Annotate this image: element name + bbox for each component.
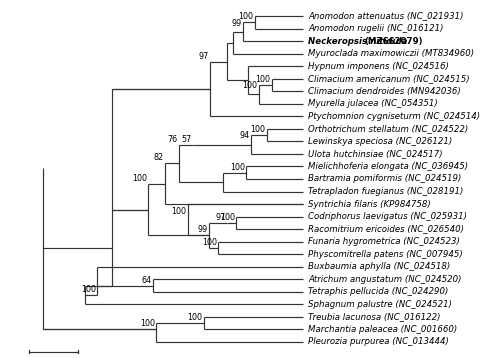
Text: 99: 99 (197, 226, 207, 234)
Text: 100: 100 (80, 285, 96, 294)
Text: 57: 57 (182, 135, 192, 144)
Text: Neckeropsis nitidula: Neckeropsis nitidula (308, 37, 410, 46)
Text: Codriphorus laevigatus (NC_025931): Codriphorus laevigatus (NC_025931) (308, 212, 467, 221)
Text: 100: 100 (238, 13, 254, 21)
Text: Anomodon rugelii (NC_016121): Anomodon rugelii (NC_016121) (308, 24, 444, 33)
Text: Sphagnum palustre (NC_024521): Sphagnum palustre (NC_024521) (308, 300, 452, 309)
Text: 99: 99 (231, 19, 241, 28)
Text: Ptychomnion cygniseturm (NC_024514): Ptychomnion cygniseturm (NC_024514) (308, 112, 480, 121)
Text: Funaria hygrometrica (NC_024523): Funaria hygrometrica (NC_024523) (308, 237, 460, 246)
Text: Climacium americanum (NC_024515): Climacium americanum (NC_024515) (308, 74, 470, 83)
Text: Ulota hutchinsiae (NC_024517): Ulota hutchinsiae (NC_024517) (308, 149, 443, 159)
Text: Orthotrichum stellatum (NC_024522): Orthotrichum stellatum (NC_024522) (308, 124, 468, 134)
Text: Hypnum imponens (NC_024516): Hypnum imponens (NC_024516) (308, 62, 449, 71)
Text: 76: 76 (167, 135, 177, 144)
Text: (MZ662079): (MZ662079) (364, 37, 422, 46)
Text: 100: 100 (140, 319, 155, 328)
Text: Racomitrium ericoides (NC_026540): Racomitrium ericoides (NC_026540) (308, 224, 464, 234)
Text: 100: 100 (202, 238, 217, 247)
Text: Anomodon attenuatus (NC_021931): Anomodon attenuatus (NC_021931) (308, 11, 464, 21)
Text: Myuroclada maximowiczii (MT834960): Myuroclada maximowiczii (MT834960) (308, 49, 474, 58)
Text: 94: 94 (240, 131, 250, 140)
Text: Climacium dendroides (MN942036): Climacium dendroides (MN942036) (308, 87, 461, 96)
Text: 100: 100 (220, 213, 235, 222)
Text: 100: 100 (188, 313, 202, 322)
Text: 100: 100 (132, 174, 146, 183)
Text: Tetrapladon fuegianus (NC_028191): Tetrapladon fuegianus (NC_028191) (308, 187, 464, 196)
Text: 100: 100 (242, 81, 258, 90)
Text: 97: 97 (198, 52, 209, 61)
Text: 97: 97 (215, 213, 226, 222)
Text: Mielichhoferia elongata (NC_036945): Mielichhoferia elongata (NC_036945) (308, 162, 468, 171)
Text: 82: 82 (154, 153, 164, 162)
Text: 100: 100 (172, 207, 186, 216)
Text: Treubia lacunosa (NC_016122): Treubia lacunosa (NC_016122) (308, 312, 440, 321)
Text: 100: 100 (256, 75, 270, 84)
Text: Buxbaumia aphylla (NC_024518): Buxbaumia aphylla (NC_024518) (308, 262, 450, 271)
Text: Myurella julacea (NC_054351): Myurella julacea (NC_054351) (308, 99, 438, 108)
Text: 100: 100 (230, 163, 244, 172)
Text: 64: 64 (142, 276, 152, 285)
Text: Pleurozia purpurea (NC_013444): Pleurozia purpurea (NC_013444) (308, 337, 449, 347)
Text: Marchantia paleacea (NC_001660): Marchantia paleacea (NC_001660) (308, 325, 458, 334)
Text: Bartramia pomiformis (NC_024519): Bartramia pomiformis (NC_024519) (308, 174, 462, 184)
Text: Physcomitrella patens (NC_007945): Physcomitrella patens (NC_007945) (308, 250, 463, 259)
Text: Lewinskya speciosa (NC_026121): Lewinskya speciosa (NC_026121) (308, 137, 452, 146)
Text: Atrichum angustatum (NC_024520): Atrichum angustatum (NC_024520) (308, 275, 462, 284)
Text: Syntrichia filaris (KP984758): Syntrichia filaris (KP984758) (308, 199, 431, 209)
Text: 100: 100 (250, 125, 266, 134)
Text: Tetraphis pellucida (NC_024290): Tetraphis pellucida (NC_024290) (308, 287, 448, 296)
